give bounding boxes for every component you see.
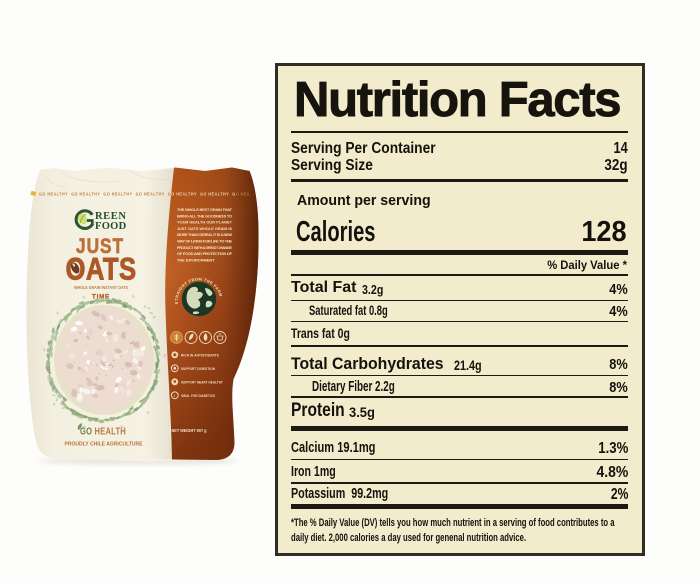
svg-text:RICH IN ANTIOXIDANTS: RICH IN ANTIOXIDANTS	[181, 352, 219, 357]
svg-text:PRODUCT WITH A GREAT CHANGE: PRODUCT WITH A GREAT CHANGE	[177, 245, 232, 250]
svg-text:YOUR HEALTH OUR PLANET: YOUR HEALTH OUR PLANET	[177, 220, 233, 225]
svg-text:PROUDLY CHILE AGRICULTURE: PROUDLY CHILE AGRICULTURE	[65, 442, 143, 448]
svg-text:SUPPORT DIGESTION: SUPPORT DIGESTION	[181, 366, 215, 371]
svg-text:IDEAL FOR DIABETICS: IDEAL FOR DIABETICS	[181, 393, 215, 398]
svg-text:GO HEALTHY GO HEALTHY GO HEA: GO HEALTHY GO HEALTHY GO HEALTHY GO HEAL…	[39, 192, 250, 197]
svg-text:NET WEIGHT 907 g: NET WEIGHT 907 g	[172, 428, 207, 434]
svg-text:OF FOOD AND PROTECTION OF: OF FOOD AND PROTECTION OF	[177, 251, 233, 256]
svg-text:WHOLE GRAIN INSTANT OATS: WHOLE GRAIN INSTANT OATS	[74, 285, 128, 290]
svg-text:TIME: TIME	[92, 294, 110, 301]
svg-text:THE WHOLE BEST GRAIN THAT: THE WHOLE BEST GRAIN THAT	[177, 207, 233, 212]
svg-text:i: i	[174, 393, 175, 398]
svg-text:THE ENVIRONMENT: THE ENVIRONMENT	[177, 257, 215, 262]
svg-text:MORE THAN CEREAL IT IS A NEW: MORE THAN CEREAL IT IS A NEW	[177, 232, 232, 237]
svg-text:SUPPORT HEART HEALTHY: SUPPORT HEART HEALTHY	[181, 379, 223, 384]
svg-text:JUST OATS WHOLE GRAIN IS: JUST OATS WHOLE GRAIN IS	[177, 226, 232, 231]
svg-text:GO HEALTH: GO HEALTH	[80, 426, 126, 438]
svg-text:REEN: REEN	[95, 211, 127, 222]
svg-text:BRING ALL THE GOODNESS TO: BRING ALL THE GOODNESS TO	[177, 213, 232, 218]
svg-text:GO HEALTHY GO HEALTHY GO HEA: GO HEALTHY GO HEALTHY GO HEALTHY GO HEAL…	[39, 192, 250, 197]
svg-text:FOOD: FOOD	[95, 221, 127, 232]
svg-text:JUST: JUST	[76, 234, 124, 258]
svg-text:WAY OF LIVING FOR LIFE TO THE: WAY OF LIVING FOR LIFE TO THE	[177, 239, 232, 244]
